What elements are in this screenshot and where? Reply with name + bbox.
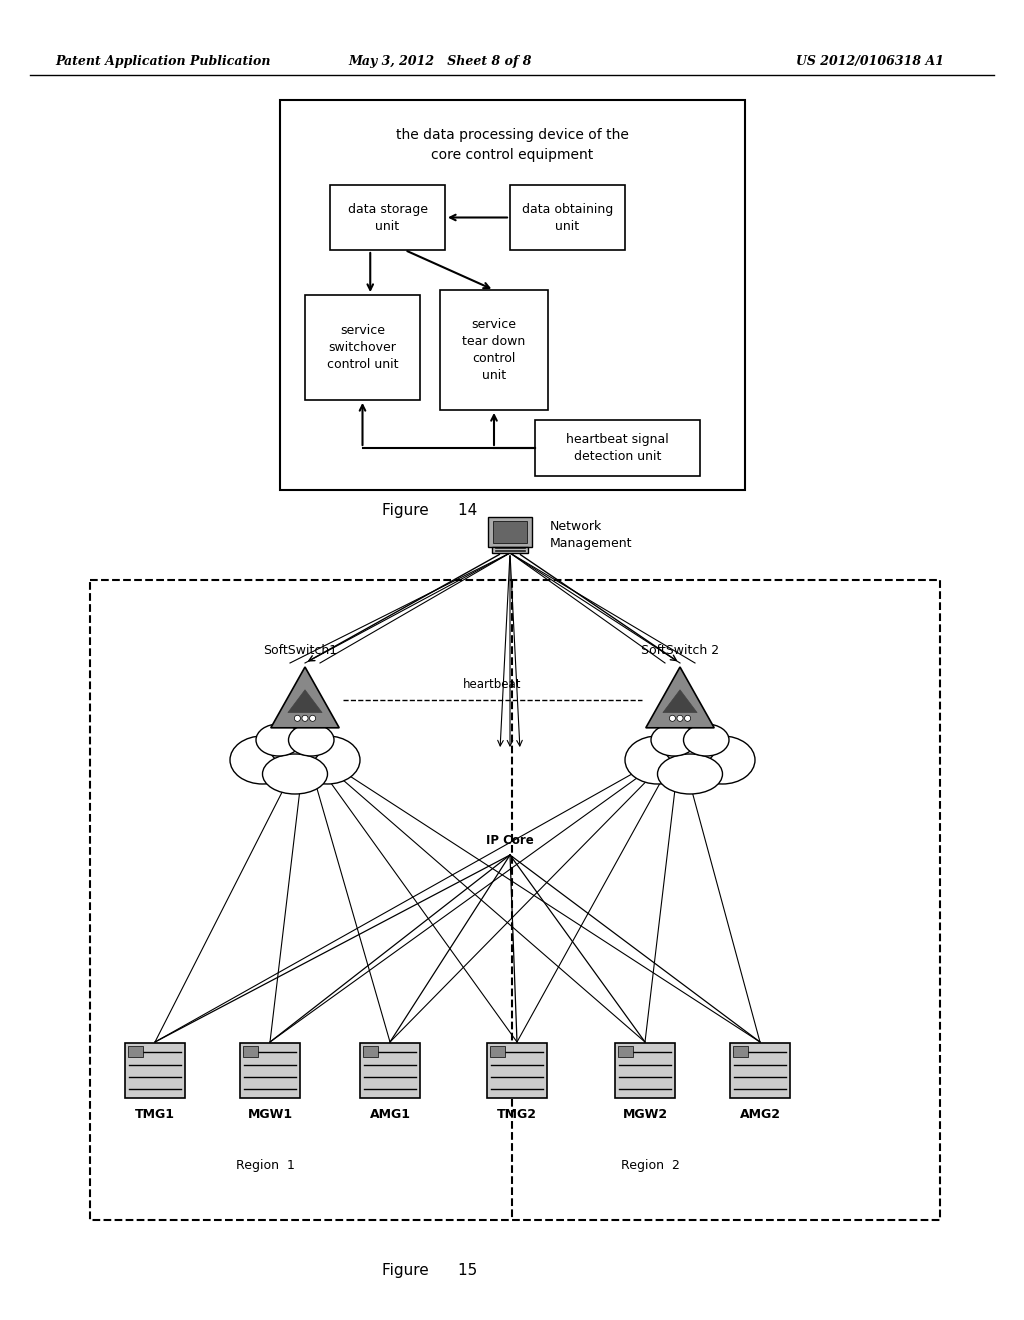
Polygon shape bbox=[663, 690, 697, 713]
Ellipse shape bbox=[295, 737, 360, 784]
FancyBboxPatch shape bbox=[493, 521, 527, 543]
Text: SoftSwitch1: SoftSwitch1 bbox=[263, 644, 337, 656]
Ellipse shape bbox=[625, 737, 690, 784]
Text: MGW2: MGW2 bbox=[623, 1109, 668, 1122]
Ellipse shape bbox=[256, 723, 301, 756]
Ellipse shape bbox=[683, 723, 729, 756]
FancyBboxPatch shape bbox=[535, 420, 700, 477]
Polygon shape bbox=[270, 667, 339, 727]
Text: May 3, 2012   Sheet 8 of 8: May 3, 2012 Sheet 8 of 8 bbox=[348, 55, 531, 69]
Ellipse shape bbox=[664, 726, 716, 766]
Text: IP Core: IP Core bbox=[486, 833, 534, 846]
Ellipse shape bbox=[262, 754, 328, 795]
FancyBboxPatch shape bbox=[615, 1043, 675, 1097]
Text: Patent Application Publication: Patent Application Publication bbox=[55, 55, 270, 69]
Text: heartbeat: heartbeat bbox=[463, 678, 522, 692]
FancyBboxPatch shape bbox=[240, 1043, 300, 1097]
FancyBboxPatch shape bbox=[280, 100, 745, 490]
Text: Figure      15: Figure 15 bbox=[382, 1262, 477, 1278]
Text: Region  1: Region 1 bbox=[236, 1159, 295, 1172]
Text: data storage
unit: data storage unit bbox=[347, 202, 427, 232]
Text: AMG1: AMG1 bbox=[370, 1109, 411, 1122]
Circle shape bbox=[670, 715, 676, 721]
FancyBboxPatch shape bbox=[360, 1043, 420, 1097]
Text: TMG2: TMG2 bbox=[497, 1109, 537, 1122]
FancyBboxPatch shape bbox=[330, 185, 445, 249]
FancyBboxPatch shape bbox=[510, 185, 625, 249]
Ellipse shape bbox=[651, 723, 696, 756]
Text: US 2012/0106318 A1: US 2012/0106318 A1 bbox=[796, 55, 944, 69]
FancyBboxPatch shape bbox=[488, 517, 532, 546]
FancyBboxPatch shape bbox=[125, 1043, 185, 1097]
Circle shape bbox=[309, 715, 315, 721]
FancyBboxPatch shape bbox=[90, 579, 940, 1220]
FancyBboxPatch shape bbox=[618, 1045, 633, 1056]
FancyBboxPatch shape bbox=[490, 1045, 505, 1056]
Polygon shape bbox=[646, 667, 714, 727]
Text: AMG2: AMG2 bbox=[739, 1109, 780, 1122]
Ellipse shape bbox=[230, 737, 295, 784]
FancyBboxPatch shape bbox=[487, 1043, 547, 1097]
FancyBboxPatch shape bbox=[733, 1045, 748, 1056]
Circle shape bbox=[294, 715, 300, 721]
Text: TMG1: TMG1 bbox=[135, 1109, 175, 1122]
FancyBboxPatch shape bbox=[730, 1043, 790, 1097]
Circle shape bbox=[302, 715, 308, 721]
Circle shape bbox=[685, 715, 690, 721]
Text: Network
Management: Network Management bbox=[550, 520, 633, 550]
FancyBboxPatch shape bbox=[440, 290, 548, 411]
Ellipse shape bbox=[690, 737, 755, 784]
Ellipse shape bbox=[269, 726, 321, 766]
Text: the data processing device of the
core control equipment: the data processing device of the core c… bbox=[396, 128, 629, 162]
Ellipse shape bbox=[289, 723, 334, 756]
FancyBboxPatch shape bbox=[492, 546, 528, 553]
FancyBboxPatch shape bbox=[305, 294, 420, 400]
FancyBboxPatch shape bbox=[243, 1045, 258, 1056]
Text: service
switchover
control unit: service switchover control unit bbox=[327, 323, 398, 371]
FancyBboxPatch shape bbox=[362, 1045, 378, 1056]
Text: service
tear down
control
unit: service tear down control unit bbox=[463, 318, 525, 381]
Ellipse shape bbox=[657, 754, 723, 795]
Text: MGW1: MGW1 bbox=[248, 1109, 293, 1122]
Text: data obtaining
unit: data obtaining unit bbox=[522, 202, 613, 232]
Polygon shape bbox=[288, 690, 323, 713]
Text: Figure      14: Figure 14 bbox=[382, 503, 477, 517]
Text: SoftSwitch 2: SoftSwitch 2 bbox=[641, 644, 719, 656]
Text: heartbeat signal
detection unit: heartbeat signal detection unit bbox=[566, 433, 669, 463]
Circle shape bbox=[677, 715, 683, 721]
Text: Region  2: Region 2 bbox=[621, 1159, 680, 1172]
FancyBboxPatch shape bbox=[128, 1045, 143, 1056]
